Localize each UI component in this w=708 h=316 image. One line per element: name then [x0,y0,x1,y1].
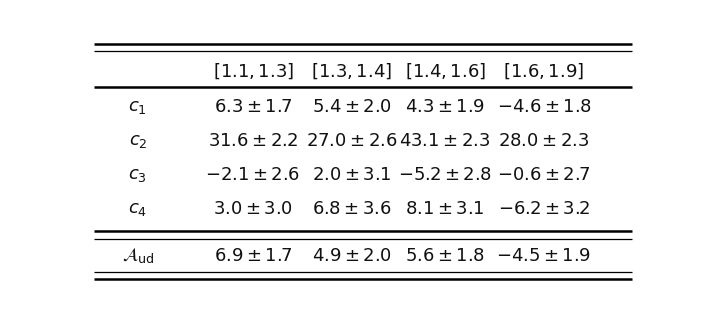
Text: $4.3\pm1.9$: $4.3\pm1.9$ [405,98,485,116]
Text: $28.0\pm2.3$: $28.0\pm2.3$ [498,132,590,150]
Text: $[1.6, 1.9]$: $[1.6, 1.9]$ [503,61,584,81]
Text: $6.3\pm1.7$: $6.3\pm1.7$ [214,98,292,116]
Text: $[1.3, 1.4]$: $[1.3, 1.4]$ [312,61,392,81]
Text: $-5.2\pm2.8$: $-5.2\pm2.8$ [399,167,492,185]
Text: $c_3$: $c_3$ [128,167,147,185]
Text: $-4.5\pm1.9$: $-4.5\pm1.9$ [496,247,592,265]
Text: $[1.4, 1.6]$: $[1.4, 1.6]$ [405,61,486,81]
Text: $-6.2\pm3.2$: $-6.2\pm3.2$ [498,200,590,218]
Text: $-0.6\pm2.7$: $-0.6\pm2.7$ [497,167,590,185]
Text: $27.0\pm2.6$: $27.0\pm2.6$ [306,132,398,150]
Text: $6.9\pm1.7$: $6.9\pm1.7$ [214,247,292,265]
Text: $4.9\pm2.0$: $4.9\pm2.0$ [312,247,392,265]
Text: $6.8\pm3.6$: $6.8\pm3.6$ [312,200,392,218]
Text: $5.6\pm1.8$: $5.6\pm1.8$ [406,247,485,265]
Text: $c_4$: $c_4$ [128,200,147,218]
Text: $5.4\pm2.0$: $5.4\pm2.0$ [312,98,392,116]
Text: $-2.1\pm2.6$: $-2.1\pm2.6$ [205,167,301,185]
Text: $\mathcal{A}_{\mathrm{ud}}$: $\mathcal{A}_{\mathrm{ud}}$ [122,246,154,265]
Text: $3.0\pm3.0$: $3.0\pm3.0$ [213,200,293,218]
Text: $[1.1, 1.3]$: $[1.1, 1.3]$ [212,61,294,81]
Text: $-4.6\pm1.8$: $-4.6\pm1.8$ [496,98,591,116]
Text: $31.6\pm2.2$: $31.6\pm2.2$ [208,132,298,150]
Text: $2.0\pm3.1$: $2.0\pm3.1$ [312,167,392,185]
Text: $8.1\pm3.1$: $8.1\pm3.1$ [406,200,485,218]
Text: $c_2$: $c_2$ [129,132,147,150]
Text: $c_1$: $c_1$ [128,98,147,116]
Text: $43.1\pm2.3$: $43.1\pm2.3$ [399,132,491,150]
